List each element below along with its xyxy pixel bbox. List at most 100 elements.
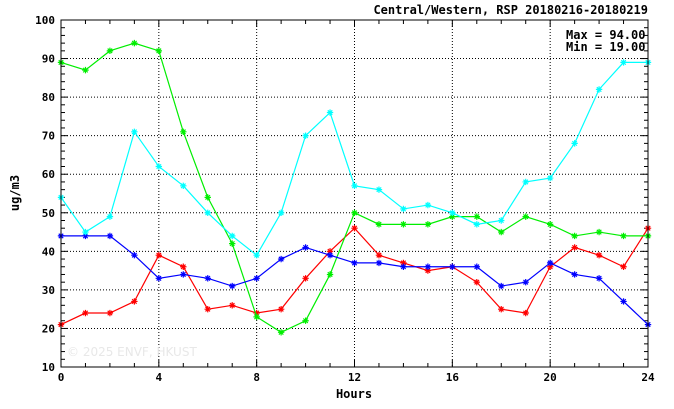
- data-point: [595, 86, 603, 93]
- data-point: [253, 251, 260, 259]
- data-point: [131, 39, 138, 47]
- data-point: [546, 259, 554, 267]
- plot-frame: [60, 19, 649, 368]
- data-point: [620, 232, 627, 240]
- data-point: [351, 182, 358, 189]
- data-point: [375, 221, 383, 228]
- series-4: [57, 59, 652, 259]
- data-point: [522, 278, 529, 286]
- data-point: [375, 186, 383, 193]
- data-point: [546, 221, 554, 228]
- data-point: [302, 244, 309, 251]
- data-point: [82, 232, 89, 240]
- data-point: [326, 271, 334, 278]
- x-tick-labels: 0 4 8 12 16 20 24: [58, 371, 655, 384]
- stat-max: Max = 94.00: [566, 28, 645, 42]
- data-point: [498, 228, 505, 236]
- data-point: [155, 275, 163, 282]
- series-3: [57, 232, 652, 328]
- grid: [61, 20, 648, 367]
- y-tick-label: 10: [42, 361, 55, 374]
- x-tick-label: 0: [58, 371, 65, 384]
- x-tick-label: 20: [544, 371, 557, 384]
- data-point: [277, 305, 285, 313]
- x-tick-label: 8: [253, 371, 260, 384]
- axis-ticks: [60, 19, 649, 368]
- data-point: [106, 309, 114, 317]
- data-point: [620, 263, 627, 270]
- data-point: [522, 213, 529, 220]
- series-1: [57, 225, 652, 328]
- data-point: [375, 251, 383, 259]
- data-point: [302, 317, 309, 324]
- data-point: [351, 225, 358, 232]
- data-point: [522, 178, 529, 186]
- y-tick-label: 30: [42, 284, 55, 297]
- data-point: [473, 221, 480, 228]
- y-tick-label: 50: [42, 207, 55, 220]
- y-tick-label: 100: [35, 14, 55, 27]
- data-point: [82, 309, 89, 317]
- data-point: [106, 232, 114, 240]
- data-point: [302, 132, 309, 139]
- data-point: [155, 47, 163, 55]
- watermark: © 2025 ENVF, HKUST: [67, 345, 197, 359]
- data-point: [498, 217, 505, 224]
- data-point: [82, 228, 89, 236]
- data-point: [400, 221, 407, 228]
- y-tick-label: 60: [42, 168, 55, 181]
- y-tick-label: 80: [42, 91, 55, 104]
- data-point: [180, 128, 187, 136]
- data-point: [449, 263, 456, 270]
- data-point: [180, 263, 187, 270]
- data-point: [375, 259, 383, 267]
- x-tick-label: 12: [348, 371, 361, 384]
- data-point: [546, 174, 554, 182]
- data-point: [424, 201, 432, 209]
- data-point: [302, 275, 309, 282]
- data-point: [229, 302, 236, 309]
- data-point: [620, 298, 627, 305]
- data-point: [326, 109, 334, 116]
- x-tick-label: 24: [641, 371, 655, 384]
- data-point: [571, 244, 578, 251]
- data-point: [229, 240, 236, 247]
- data-point: [473, 213, 480, 220]
- data-point: [253, 309, 260, 317]
- data-point: [131, 298, 138, 305]
- y-axis-title: ug/m3: [8, 175, 22, 211]
- data-point: [400, 205, 407, 213]
- series-layer: [57, 39, 652, 336]
- data-point: [351, 209, 358, 216]
- data-point: [229, 282, 236, 290]
- y-tick-labels: 10 20 30 40 50 60 70 80 90 100: [35, 14, 55, 374]
- data-point: [253, 313, 260, 321]
- data-point: [546, 263, 554, 270]
- data-point: [155, 163, 163, 170]
- data-point: [351, 259, 358, 267]
- data-point: [620, 59, 627, 66]
- data-point: [498, 282, 505, 290]
- data-point: [131, 251, 138, 259]
- y-tick-label: 90: [42, 53, 55, 66]
- data-point: [277, 209, 285, 216]
- data-point: [204, 194, 211, 201]
- data-point: [106, 47, 114, 55]
- data-point: [498, 305, 505, 313]
- data-point: [180, 271, 187, 278]
- x-tick-label: 16: [446, 371, 460, 384]
- data-point: [326, 251, 334, 259]
- data-point: [277, 255, 285, 263]
- data-point: [595, 251, 603, 259]
- data-point: [449, 213, 456, 220]
- data-point: [400, 263, 407, 270]
- data-point: [595, 228, 603, 236]
- data-point: [106, 213, 114, 220]
- data-point: [204, 209, 211, 216]
- stat-min: Min = 19.00: [566, 40, 645, 54]
- data-point: [571, 271, 578, 278]
- data-point: [424, 263, 432, 270]
- data-point: [131, 128, 138, 136]
- data-point: [473, 263, 480, 270]
